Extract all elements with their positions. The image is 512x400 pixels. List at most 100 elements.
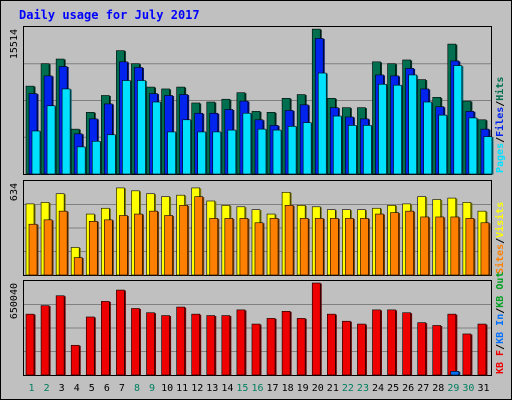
bar-sites bbox=[435, 216, 445, 276]
bar-kb-f bbox=[25, 313, 35, 376]
chart-title: Daily usage for July 2017 bbox=[19, 8, 200, 22]
bar-pages bbox=[152, 101, 161, 175]
bar-sites bbox=[88, 221, 98, 276]
bar-pages bbox=[317, 72, 327, 175]
bar-pages bbox=[363, 125, 372, 175]
legend-entry: / bbox=[495, 344, 506, 350]
x-axis-day-label: 11 bbox=[176, 383, 188, 394]
x-axis-day-label: 9 bbox=[149, 383, 155, 394]
bar-pages bbox=[212, 131, 222, 175]
bar-kb-f bbox=[221, 315, 231, 376]
x-axis-day-label: 31 bbox=[477, 383, 489, 394]
bar-pages bbox=[468, 117, 478, 175]
bar-kb-f bbox=[85, 316, 95, 376]
bar-kb-f bbox=[477, 323, 487, 376]
x-axis-day-label: 7 bbox=[119, 383, 125, 394]
bar-kb-f bbox=[236, 309, 246, 376]
bar-kb-f bbox=[462, 333, 472, 376]
x-axis-day-label: 30 bbox=[462, 383, 474, 394]
legend-entry: Visits bbox=[494, 202, 506, 238]
bar-kb-f bbox=[266, 318, 276, 376]
bar-sites bbox=[73, 257, 83, 276]
bar-sites bbox=[119, 215, 128, 276]
legend-entry: / bbox=[495, 308, 506, 314]
bar-kb-f bbox=[387, 309, 396, 376]
bar-sites bbox=[345, 218, 354, 276]
bar-pages bbox=[332, 115, 342, 175]
bar-kb-f bbox=[40, 305, 50, 376]
bar-pages bbox=[423, 101, 432, 175]
bar-pages bbox=[122, 80, 131, 175]
bar-pages bbox=[61, 88, 71, 175]
legend-entry: Sites bbox=[494, 244, 506, 274]
bar-kb-f bbox=[116, 289, 125, 376]
bar-sites bbox=[149, 210, 158, 276]
bar-pages bbox=[242, 112, 252, 175]
x-axis-day-label: 4 bbox=[74, 383, 80, 394]
bar-pages bbox=[408, 74, 417, 175]
bar-pages bbox=[167, 131, 176, 175]
bar-pages bbox=[287, 126, 297, 175]
bar-pages bbox=[257, 128, 267, 175]
bar-sites bbox=[420, 216, 429, 276]
bar-pages bbox=[76, 146, 86, 175]
x-axis-day-label: 14 bbox=[221, 383, 233, 394]
bar-kb-f bbox=[417, 322, 426, 376]
x-axis-day-label: 17 bbox=[267, 383, 279, 394]
bar-pages bbox=[137, 80, 146, 175]
legend-kbf-kbin-kbout: KB F/KB In/KB Out bbox=[495, 272, 506, 374]
legend-entry: Pages bbox=[495, 143, 506, 173]
legend-entry: / bbox=[495, 238, 506, 244]
x-axis-day-label: 21 bbox=[327, 383, 339, 394]
bar-pages bbox=[453, 65, 463, 175]
x-axis-day-label: 24 bbox=[372, 383, 384, 394]
bar-pages bbox=[483, 136, 493, 175]
bar-kb-in bbox=[450, 371, 460, 376]
x-axis-day-label: 15 bbox=[236, 383, 248, 394]
y-max-tick-label: 650040 bbox=[9, 283, 20, 319]
x-axis-day-label: 27 bbox=[417, 383, 429, 394]
bar-kb-f bbox=[176, 306, 185, 376]
bar-sites bbox=[239, 218, 249, 276]
bar-kb-f bbox=[206, 315, 216, 376]
bar-sites bbox=[284, 205, 294, 276]
y-max-tick-label: 15514 bbox=[9, 29, 20, 59]
x-axis-day-label: 28 bbox=[432, 383, 444, 394]
y-max-tick-label: 634 bbox=[9, 183, 20, 201]
bar-kb-f bbox=[357, 323, 366, 376]
bar-sites bbox=[405, 210, 414, 276]
bar-kb-f bbox=[342, 320, 351, 376]
x-axis-day-label: 29 bbox=[447, 383, 459, 394]
x-axis-day-label: 26 bbox=[402, 383, 414, 394]
bar-sites bbox=[43, 219, 53, 276]
bar-kb-f bbox=[372, 309, 381, 376]
bar-sites bbox=[390, 212, 399, 276]
bar-sites bbox=[164, 215, 173, 276]
bar-sites bbox=[134, 213, 143, 276]
bar-kb-f bbox=[70, 344, 80, 376]
bar-kb-f bbox=[101, 301, 110, 376]
bar-pages bbox=[348, 125, 357, 175]
bar-pages bbox=[182, 119, 191, 175]
bar-sites bbox=[465, 218, 475, 276]
bar-sites bbox=[224, 218, 234, 276]
x-axis-day-label: 18 bbox=[282, 383, 294, 394]
bar-sites bbox=[299, 218, 309, 276]
bar-sites bbox=[254, 222, 264, 276]
bar-kb-f bbox=[161, 315, 170, 376]
bar-sites bbox=[209, 218, 219, 276]
bar-pages bbox=[393, 84, 402, 175]
x-axis-day-label: 12 bbox=[191, 383, 203, 394]
legend-entry: Hits bbox=[494, 77, 506, 101]
bar-pages bbox=[197, 131, 207, 175]
bar-kb-f bbox=[191, 313, 201, 376]
bar-pages bbox=[31, 130, 41, 175]
bar-kb-f bbox=[326, 313, 336, 376]
legend-entry: KB Out bbox=[495, 272, 506, 308]
x-axis-day-label: 10 bbox=[161, 383, 173, 394]
x-axis-day-label: 25 bbox=[387, 383, 399, 394]
x-axis-day-label: 19 bbox=[297, 383, 309, 394]
bar-pages bbox=[107, 134, 116, 175]
